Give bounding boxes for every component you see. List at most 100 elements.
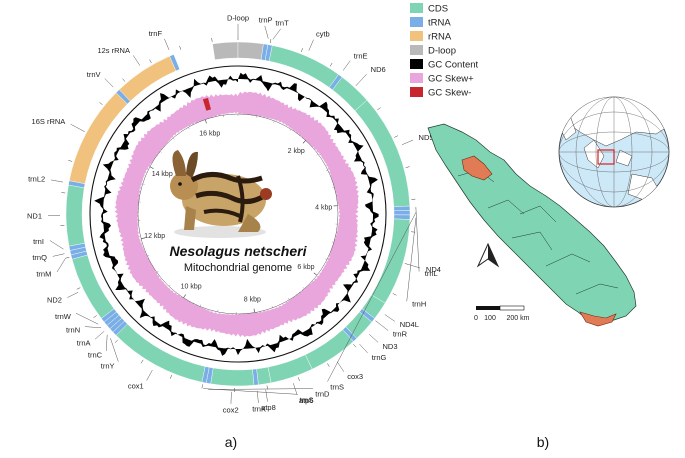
- north-arrow-icon: [476, 242, 500, 268]
- kbp-label: 8 kbp: [244, 296, 261, 303]
- feature-dloop-segment: [212, 41, 239, 60]
- rabbit-illustration: [170, 150, 272, 238]
- gene-label: trnN: [66, 326, 80, 335]
- kbp-minor-tick: [172, 137, 175, 140]
- legend-label: GC Skew+: [428, 74, 474, 85]
- gene-label: trnL: [425, 269, 438, 278]
- legend-swatch: [410, 73, 423, 83]
- backbone-circle: [89, 65, 387, 363]
- feature-trna-segment: [393, 210, 411, 216]
- gene-label: ND6: [371, 65, 386, 74]
- gene-leader-line: [94, 331, 105, 340]
- legend-label: GC Skew-: [428, 88, 471, 99]
- outer-tick: [65, 256, 70, 259]
- gene-label: atp8: [261, 403, 276, 412]
- feature-trna-segment: [393, 205, 411, 212]
- legend: CDS tRNA rRNA D-loop GC Content GC Skew+ GC Sk…: [410, 3, 479, 99]
- kbp-minor-tick: [168, 284, 171, 287]
- gene-label: trnA: [77, 339, 91, 348]
- gene-leader-line: [408, 264, 421, 269]
- gene-leader-line: [336, 361, 345, 372]
- kbp-label: 16 kbp: [199, 130, 220, 137]
- nesolagus-range-north: [461, 155, 493, 181]
- gene-label: ND4: [426, 265, 441, 274]
- outer-tick: [149, 59, 152, 64]
- gene-label: ND3: [383, 342, 398, 351]
- kbp-minor-tick: [325, 169, 328, 172]
- gene-label: trnH: [412, 300, 426, 309]
- legend-swatch: [410, 45, 423, 55]
- outer-tick: [297, 377, 300, 382]
- outer-tick: [405, 166, 410, 168]
- gene-leader-line: [208, 388, 313, 390]
- gene-leader-line: [105, 334, 108, 351]
- kbp-minor-tick: [288, 297, 290, 300]
- gene-label: ND4L: [400, 320, 419, 329]
- legend-swatch: [410, 31, 423, 41]
- kbp-minor-tick: [316, 154, 319, 156]
- gene-label: trnK: [252, 404, 266, 413]
- gene-leader-line: [256, 390, 259, 403]
- outer-tick: [140, 359, 144, 364]
- legend-label: tRNA: [428, 18, 451, 29]
- study-area-highlight: [597, 149, 615, 165]
- kbp-minor-tick: [332, 187, 335, 189]
- kbp-minor-tick: [156, 270, 159, 273]
- legend-swatch: [410, 17, 423, 27]
- outer-tick: [394, 135, 398, 138]
- legend-swatch: [410, 59, 423, 69]
- scale-label-100: 100: [484, 315, 496, 322]
- outer-tick: [201, 384, 203, 389]
- gene-label: ND1: [27, 211, 42, 220]
- feature-cds-segment: [354, 99, 411, 207]
- outer-tick: [68, 160, 73, 162]
- gene-label: trnD: [315, 390, 330, 399]
- gene-leader-line: [51, 179, 63, 183]
- feature-dloop-segment: [237, 41, 264, 60]
- outer-tick: [179, 45, 182, 50]
- outer-tick: [375, 320, 379, 324]
- gene-leader-line: [146, 369, 153, 381]
- kbp-ticks: 2 kbp 4 kbp 6 kbp 8 kbp 10 kbp 12 kbp 14 kbp 16…: [138, 114, 338, 314]
- outer-tick: [269, 39, 272, 44]
- outer-tick: [170, 374, 173, 379]
- gene-label: ND2: [47, 296, 62, 305]
- gene-label: D-loop: [227, 14, 249, 23]
- gene-label: trnE: [354, 51, 368, 60]
- kbp-minor-tick: [325, 258, 328, 260]
- gene-label: trnL2: [28, 174, 45, 183]
- gene-label: trnG: [372, 353, 387, 362]
- gene-leader-line: [342, 60, 351, 71]
- legend-swatch: [410, 87, 423, 97]
- panel-label-b: b): [537, 434, 549, 450]
- kbp-minor-tick: [331, 241, 334, 243]
- kbp-minor-tick: [142, 183, 145, 185]
- outer-tick: [114, 339, 119, 343]
- scale-label-200: 200 km: [507, 315, 530, 322]
- kbp-minor-tick: [271, 305, 273, 308]
- legend-label: rRNA: [428, 32, 452, 43]
- gene-leader-line: [358, 73, 367, 84]
- sumatra-map: 0 100 200 km: [427, 123, 637, 327]
- gene-label: trnQ: [32, 253, 47, 262]
- gene-leader-line: [104, 78, 114, 88]
- feature-ring: [65, 41, 411, 387]
- gene-leader-line: [384, 314, 395, 322]
- gc-skew-track: [114, 91, 359, 337]
- gene-label: trnS: [300, 396, 314, 405]
- gene-label: cox3: [347, 372, 363, 381]
- gene-leader-line: [52, 253, 65, 257]
- outer-tick: [404, 263, 409, 265]
- kbp-label: 14 kbp: [152, 171, 173, 178]
- gene-label: trnM: [36, 269, 51, 278]
- kbp-minor-tick: [188, 127, 190, 130]
- genome-subtitle: Mitochondrial genome: [184, 262, 292, 274]
- gene-label: trnW: [55, 312, 72, 321]
- gene-leader-line: [327, 212, 417, 382]
- gene-label: trnT: [275, 19, 289, 28]
- scale-bar: 0 100 200 km: [474, 305, 530, 322]
- gene-leader-line: [264, 25, 269, 39]
- outer-tick: [353, 344, 357, 348]
- outer-tick: [99, 102, 103, 105]
